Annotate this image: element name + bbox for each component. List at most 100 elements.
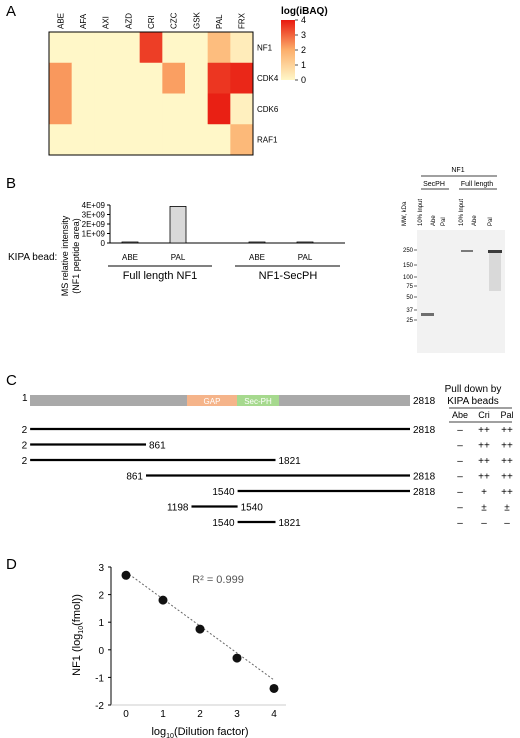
gel-mw-marker: 150 — [403, 263, 414, 269]
heatmap-cell — [117, 32, 141, 64]
bar-y-tick: 0 — [101, 239, 106, 248]
pulldown-header-line2: KIPA beads — [447, 396, 499, 407]
scatter-y-tick: 0 — [98, 646, 104, 657]
gel-mw-marker: 37 — [406, 308, 413, 314]
scatter-y-tick: 2 — [98, 591, 104, 602]
pulldown-result-cri: – — [481, 518, 487, 529]
secph-domain-label: Sec-PH — [244, 397, 272, 406]
pulldown-result-abe: – — [457, 441, 463, 452]
pulldown-result-pal: ++ — [501, 456, 513, 467]
scatter-point — [232, 653, 242, 663]
kipa-bead-label: KIPA bead: — [8, 252, 57, 263]
heatmap-col-label: CRI — [147, 15, 156, 29]
gel-lane-label: 10% Input — [459, 199, 465, 226]
heatmap-cell — [139, 93, 163, 125]
pulldown-result-pal: ++ — [501, 441, 513, 452]
scatter-x-tick: 3 — [234, 709, 240, 720]
panel-label-b: B — [6, 175, 17, 192]
gel-band-secph-input — [421, 313, 434, 316]
bar-ylabel-line1: MS relative intensity — [60, 215, 70, 296]
scatter-panel: NF1 (log10(fmol)) 3 2 1 0 -1 -2 0 1 2 3 4 R² = 0.… — [71, 563, 286, 738]
scatter-y-tick: -1 — [95, 673, 104, 684]
heatmap-cell — [71, 124, 95, 156]
pulldown-result-cri: ± — [481, 503, 487, 514]
gel-membrane — [417, 230, 505, 353]
r-squared-annotation: R² = 0.999 — [192, 574, 244, 586]
bar-x-label: ABE — [249, 253, 265, 262]
heatmap-col-label: FRX — [238, 12, 247, 29]
heatmap-legend-tick: 1 — [301, 60, 306, 70]
heatmap-cell — [230, 124, 254, 156]
gel-lane-label: Abe — [472, 215, 478, 226]
heatmap-legend-title: log(iBAQ) — [281, 6, 328, 17]
full-start-label: 1 — [22, 393, 28, 404]
scatter-y-tick: 1 — [98, 618, 104, 629]
pulldown-result-cri: ++ — [478, 441, 490, 452]
heatmap-cell — [139, 62, 163, 94]
scatter-xlabel: log10(Dilution factor) — [151, 726, 248, 738]
gel-nf1-label: NF1 — [451, 167, 464, 174]
scatter-point — [269, 683, 279, 693]
construct-panel: Pull down by KIPA beads 1 GAP Sec-PH 281… — [22, 384, 514, 529]
heatmap-cell — [185, 62, 209, 94]
scatter-y-tick: 3 — [98, 563, 104, 574]
heatmap-cell — [49, 93, 73, 125]
scatter-point — [195, 624, 205, 634]
heatmap-cell — [207, 62, 231, 94]
construct-end: 2818 — [413, 487, 436, 498]
pulldown-result-pal: ++ — [501, 425, 513, 436]
group-label-full-length: Full length NF1 — [123, 270, 198, 282]
heatmap-cell — [230, 93, 254, 125]
heatmap-cell — [139, 32, 163, 64]
heatmap-col-label: AFA — [79, 13, 88, 29]
bar-x-label: ABE — [122, 253, 138, 262]
pulldown-header-line1: Pull down by — [445, 384, 502, 395]
gel-lane-label: Pal — [441, 217, 447, 226]
group-label-secph: NF1-SecPH — [259, 270, 318, 282]
pulldown-result-abe: – — [457, 503, 463, 514]
heatmap-cell — [49, 124, 73, 156]
bar-x-label: PAL — [298, 253, 313, 262]
heatmap-cell — [49, 32, 73, 64]
bar — [169, 206, 187, 244]
pulldown-result-pal: ++ — [501, 487, 513, 498]
gel-lane-label: 10% Input — [418, 199, 424, 226]
scatter-y-tick: -2 — [95, 701, 104, 712]
heatmap-row-label: RAF1 — [257, 136, 278, 145]
scatter-x-tick: 1 — [160, 709, 166, 720]
heatmap-cell — [117, 93, 141, 125]
western-blot: NF1 SecPH Full length MW, kDa 10% Input Ab… — [402, 167, 505, 353]
pulldown-result-cri: ++ — [478, 472, 490, 483]
heatmap-cell — [207, 93, 231, 125]
heatmap-cell — [162, 62, 186, 94]
construct-start: 2 — [22, 441, 28, 452]
pulldown-result-pal: ++ — [501, 472, 513, 483]
heatmap-col-label: CZC — [170, 12, 179, 29]
panel-label-a: A — [6, 3, 17, 20]
pulldown-result-abe: – — [457, 472, 463, 483]
heatmap-legend-tick: 0 — [301, 75, 306, 85]
scatter-ylabel: NF1 (log10(fmol)) — [71, 594, 85, 676]
bar — [296, 241, 314, 244]
heatmap-cell — [139, 124, 163, 156]
gel-band-full-input — [461, 250, 473, 252]
heatmap-cell — [94, 32, 118, 64]
heatmap-cell — [117, 124, 141, 156]
pulldown-result-abe: – — [457, 456, 463, 467]
gel-mw-marker: 250 — [403, 248, 414, 254]
gel-secph-label: SecPH — [423, 181, 445, 188]
construct-start: 1540 — [212, 518, 235, 529]
heatmap-cell — [185, 93, 209, 125]
pulldown-result-cri: ++ — [478, 456, 490, 467]
heatmap-row-label: CDK6 — [257, 105, 279, 114]
gel-fulllength-label: Full length — [461, 181, 493, 188]
pulldown-result-cri: ++ — [478, 425, 490, 436]
pulldown-result-abe: – — [457, 487, 463, 498]
scatter-point — [158, 595, 168, 605]
heatmap-cell — [185, 32, 209, 64]
heatmap-col-label: PAL — [215, 14, 224, 29]
col-header-pal: Pal — [500, 410, 513, 420]
pulldown-result-abe: – — [457, 518, 463, 529]
heatmap-border — [48, 31, 254, 156]
heatmap-cell — [94, 93, 118, 125]
